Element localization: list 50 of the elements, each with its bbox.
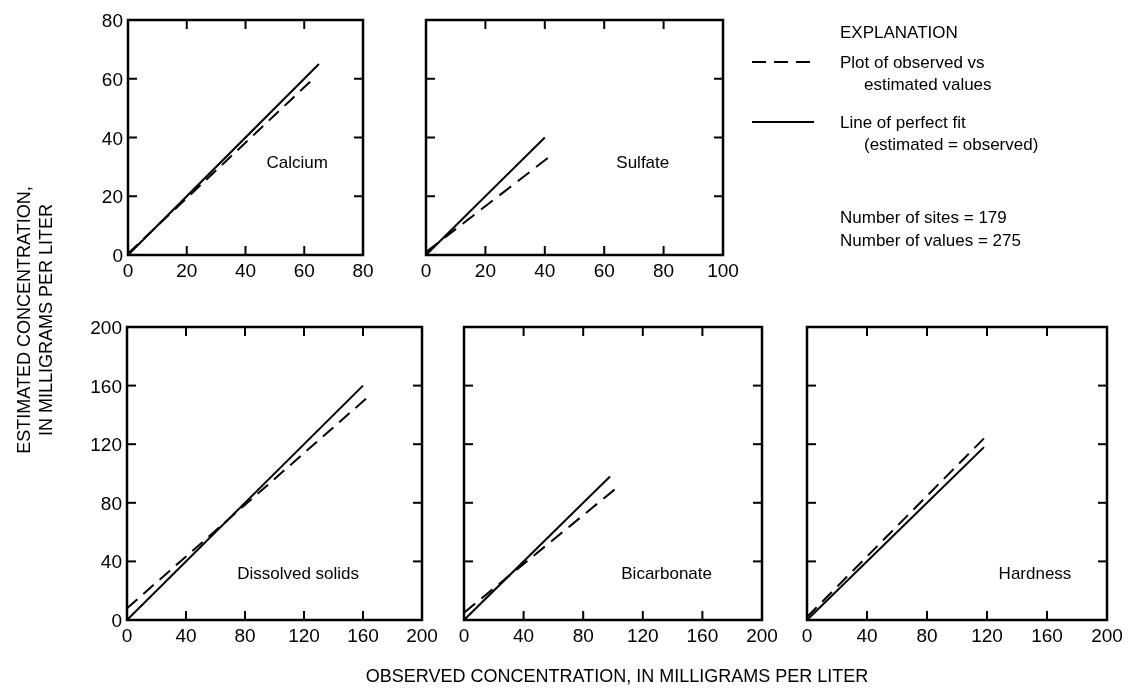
x-tick-label: 40	[856, 625, 878, 646]
x-tick-label: 20	[474, 260, 496, 281]
x-tick-label: 200	[406, 625, 438, 646]
x-tick-label: 80	[234, 625, 256, 646]
text: Number of values = 275	[840, 231, 1021, 250]
y-tick-label: 0	[112, 245, 123, 266]
legend-label: Line of perfect fit (estimated = observed)	[840, 113, 1039, 154]
y-tick-label: 80	[101, 10, 123, 31]
x-tick-label: 0	[420, 260, 432, 281]
annotation: Bicarbonate	[621, 563, 713, 583]
x-tick-label: 80	[653, 260, 675, 281]
annotation: Sulfate	[616, 153, 670, 173]
y-tick-label: 0	[111, 610, 122, 631]
x-tick-label: 60	[593, 260, 615, 281]
x-tick-label: 40	[513, 625, 535, 646]
x-tick-label: 120	[971, 625, 1003, 646]
x-tick-label: 0	[458, 625, 470, 646]
legend-title: EXPLANATION	[840, 23, 958, 42]
x-tick-label: 120	[288, 625, 320, 646]
y-tick-label: 40	[100, 551, 122, 573]
y-tick-label: 80	[100, 492, 122, 514]
x-tick-label: 80	[572, 625, 594, 646]
x-axis-title: OBSERVED CONCENTRATION, IN MILLIGRAMS PER LITER	[365, 666, 869, 686]
y-tick-label: 60	[101, 68, 123, 90]
y-tick-label: 120	[90, 434, 122, 456]
annotation: Dissolved solids	[237, 563, 360, 583]
x-tick-label: 40	[534, 260, 556, 281]
x-tick-label: 160	[1031, 625, 1063, 646]
x-tick-label: 40	[175, 625, 197, 646]
x-tick-label: 80	[916, 625, 938, 646]
legend-label: Plot of observed vs estimated values	[840, 53, 992, 94]
y-tick-label: 160	[90, 375, 122, 397]
y-tick-label: 40	[101, 127, 123, 149]
annotation: Hardness	[998, 563, 1072, 583]
x-tick-label: 160	[686, 625, 719, 646]
x-tick-label: 200	[746, 625, 778, 646]
x-tick-label: 200	[1091, 625, 1123, 646]
annotation: Calcium	[266, 153, 328, 173]
x-tick-label: 60	[293, 260, 315, 281]
text: Number of sites = 179	[840, 208, 1007, 227]
x-tick-label: 80	[352, 260, 374, 281]
y-tick-label: 20	[101, 186, 123, 208]
x-tick-label: 40	[234, 260, 257, 281]
x-tick-label: 0	[801, 625, 813, 646]
y-tick-label: 200	[90, 317, 122, 338]
x-tick-label: 100	[707, 260, 739, 281]
x-tick-label: 160	[347, 625, 379, 646]
y-axis-title: ESTIMATED CONCENTRATION, IN MILLIGRAMS PER LITER	[14, 186, 56, 454]
x-tick-label: 120	[626, 625, 659, 646]
x-tick-label: 20	[176, 260, 198, 281]
